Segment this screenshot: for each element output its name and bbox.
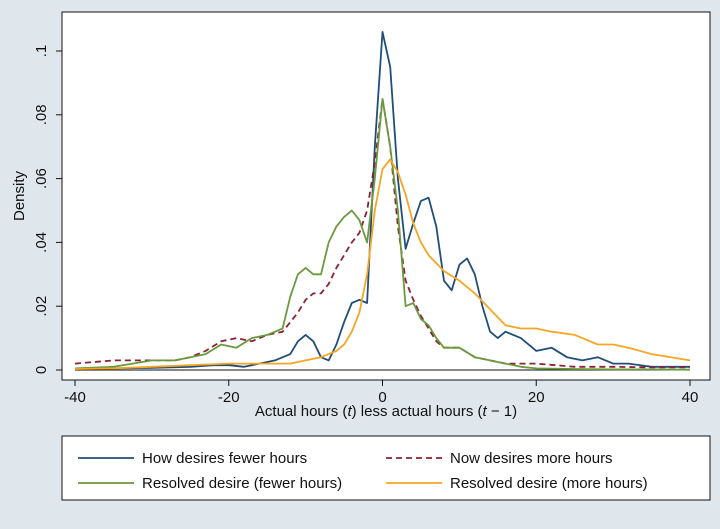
x-tick-label: 40 <box>682 389 699 406</box>
y-tick-label: .02 <box>33 296 50 317</box>
plot-area <box>61 11 711 381</box>
y-tick-label: .06 <box>33 168 50 189</box>
legend-label: Now desires more hours <box>450 450 613 467</box>
legend-label: Resolved desire (more hours) <box>450 475 648 492</box>
legend-label: How desires fewer hours <box>142 450 307 467</box>
y-tick-label: 0 <box>33 366 50 374</box>
y-axis-label: Density <box>11 170 28 221</box>
x-ticks: -40 -20 0 20 40 <box>64 380 698 406</box>
series-line-4 <box>74 158 691 370</box>
x-axis-label: Actual hours (t) less actual hours (t − … <box>255 403 517 420</box>
legend-label: Resolved desire (fewer hours) <box>142 475 342 492</box>
series-line-1 <box>75 30 690 370</box>
legend: How desires fewer hours Now desires more … <box>61 435 711 501</box>
legend-box <box>61 435 711 501</box>
x-tick-label: -40 <box>64 389 86 406</box>
x-tick-label: 20 <box>528 389 545 406</box>
y-tick-label: .1 <box>33 45 50 58</box>
series-line-3 <box>74 98 691 371</box>
y-tick-label: .08 <box>33 104 50 125</box>
series-lines <box>74 30 691 371</box>
y-tick-label: .04 <box>33 232 50 253</box>
x-tick-label: 0 <box>378 389 386 406</box>
x-tick-label: -20 <box>218 389 240 406</box>
y-ticks: 0 .02 .04 .06 .08 .1 <box>33 45 62 374</box>
